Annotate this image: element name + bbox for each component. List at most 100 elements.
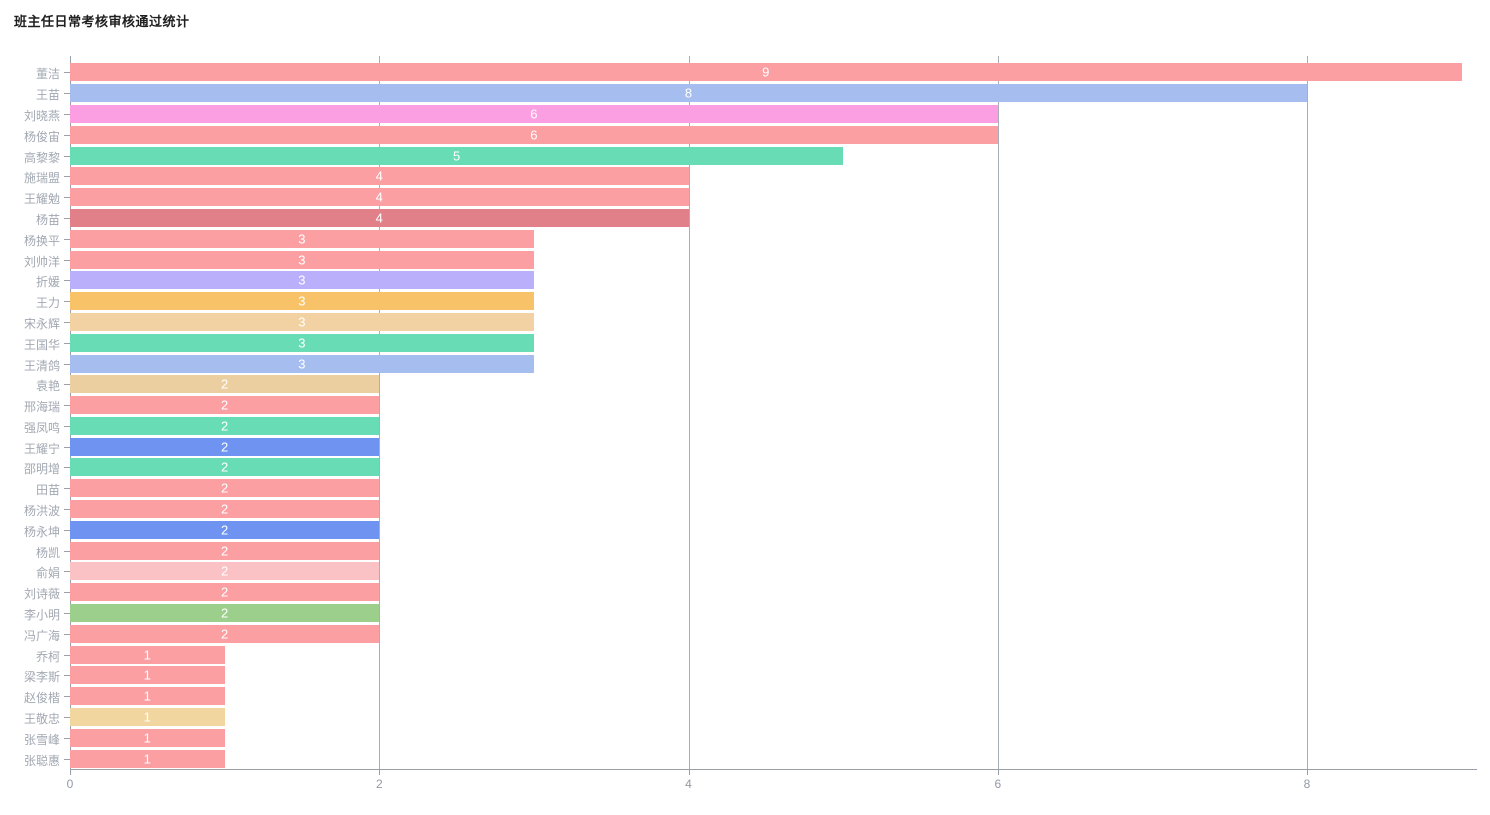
- bar[interactable]: 4: [70, 167, 689, 186]
- bar[interactable]: 2: [70, 375, 380, 394]
- bar-value-label: 2: [220, 584, 229, 600]
- y-axis-label: 王清鸽: [23, 358, 60, 373]
- y-axis-tick: [64, 238, 70, 240]
- chart-title: 班主任日常考核审核通过统计: [14, 14, 190, 29]
- y-axis-tick: [64, 321, 70, 323]
- bar-value-label: 2: [220, 397, 229, 413]
- bar[interactable]: 3: [70, 271, 534, 290]
- bar[interactable]: 3: [70, 333, 534, 352]
- bar-value-label: 2: [220, 459, 229, 475]
- x-axis-tick: [1307, 769, 1308, 775]
- bar[interactable]: 4: [70, 208, 689, 227]
- bar[interactable]: 2: [70, 520, 380, 539]
- y-axis-label: 杨洪波: [23, 504, 60, 518]
- y-axis-tick: [64, 446, 70, 448]
- bar[interactable]: 1: [70, 707, 225, 726]
- y-axis-label: 乔柯: [35, 649, 60, 664]
- y-axis-tick: [64, 675, 70, 677]
- y-axis-label: 杨俊宙: [23, 129, 60, 144]
- y-axis-label: 王敬忠: [23, 711, 60, 726]
- bar[interactable]: 2: [70, 541, 380, 560]
- x-axis-tick-label: 6: [994, 777, 1002, 791]
- y-axis-label: 强凤鸣: [23, 420, 60, 435]
- bar[interactable]: 5: [70, 146, 844, 165]
- bar-value-label: 2: [220, 543, 229, 559]
- y-axis-tick: [64, 571, 70, 573]
- bar-value-label: 4: [375, 168, 383, 184]
- bar[interactable]: 9: [70, 63, 1462, 82]
- gridline: [379, 56, 381, 769]
- bar-value-label: 8: [684, 85, 693, 101]
- bar-value-label: 2: [220, 376, 229, 392]
- bar[interactable]: 2: [70, 458, 380, 477]
- bar-value-label: 3: [298, 252, 306, 267]
- y-axis-label: 王力: [35, 296, 60, 311]
- gridline: [997, 56, 999, 769]
- y-axis-label: 杨永坤: [23, 524, 60, 539]
- y-axis-tick: [64, 488, 70, 490]
- y-axis-label: 王苗: [35, 88, 60, 103]
- y-axis-label: 王耀宁: [23, 441, 60, 456]
- bar[interactable]: 2: [70, 583, 380, 602]
- y-axis-tick: [64, 155, 70, 157]
- bar-value-label: 4: [375, 210, 383, 226]
- bar[interactable]: 2: [70, 479, 380, 498]
- bar[interactable]: 3: [70, 229, 534, 248]
- x-axis-tick-label: 2: [375, 777, 383, 791]
- bar[interactable]: 1: [70, 645, 225, 664]
- bar[interactable]: 6: [70, 105, 998, 123]
- bar[interactable]: 2: [70, 562, 380, 581]
- bar-value-label: 3: [298, 272, 306, 288]
- y-axis-tick: [64, 529, 70, 531]
- bar-value-label: 2: [220, 522, 229, 538]
- bar[interactable]: 2: [70, 603, 380, 622]
- y-axis-tick: [64, 72, 70, 74]
- y-axis-label: 刘晓燕: [23, 109, 60, 123]
- bar[interactable]: 3: [70, 312, 534, 331]
- x-axis-tick: [688, 769, 690, 775]
- bar[interactable]: 2: [70, 437, 380, 456]
- bar-value-label: 6: [530, 127, 538, 143]
- x-axis-tick: [379, 769, 381, 775]
- bar[interactable]: 1: [70, 666, 225, 685]
- bar[interactable]: 3: [70, 292, 534, 311]
- bar[interactable]: 1: [70, 728, 225, 747]
- y-axis-tick: [64, 363, 70, 365]
- bar[interactable]: 1: [70, 749, 225, 768]
- y-axis-tick: [64, 217, 70, 219]
- y-axis-label: 王国华: [23, 337, 60, 352]
- y-axis-label: 杨换平: [23, 233, 60, 248]
- x-axis-tick-label: 4: [685, 777, 692, 791]
- y-axis-tick: [64, 197, 70, 199]
- y-axis-label: 赵俊楷: [23, 691, 60, 706]
- bar[interactable]: 1: [70, 687, 225, 706]
- bar-value-label: 9: [762, 64, 770, 80]
- y-axis-tick: [64, 425, 70, 427]
- bar[interactable]: 8: [70, 84, 1307, 103]
- bar[interactable]: 3: [70, 354, 534, 373]
- bar[interactable]: 2: [70, 500, 380, 518]
- y-axis-label: 张聪惠: [23, 753, 60, 768]
- bar-value-label: 1: [143, 647, 151, 662]
- bar[interactable]: 2: [70, 624, 380, 643]
- bar[interactable]: 3: [70, 250, 534, 269]
- bar[interactable]: 2: [70, 416, 380, 435]
- y-axis-label: 邢海瑞: [23, 400, 60, 414]
- bar[interactable]: 2: [70, 396, 380, 414]
- bar[interactable]: 6: [70, 125, 998, 144]
- y-axis-tick: [64, 654, 70, 656]
- y-axis-label: 邵明增: [23, 462, 60, 477]
- y-axis-tick: [64, 405, 70, 406]
- bar-value-label: 3: [298, 335, 306, 351]
- bar[interactable]: 4: [70, 188, 689, 207]
- y-axis-label: 刘诗薇: [23, 587, 60, 602]
- x-axis-line: [70, 769, 1477, 770]
- y-axis-label: 折媛: [35, 275, 60, 290]
- y-axis-label: 冯广海: [23, 628, 60, 643]
- y-axis-tick: [64, 134, 70, 136]
- y-axis-label: 梁李斯: [23, 670, 60, 685]
- bar-value-label: 3: [298, 293, 306, 309]
- x-axis-tick: [70, 769, 71, 775]
- y-axis-tick: [64, 612, 70, 614]
